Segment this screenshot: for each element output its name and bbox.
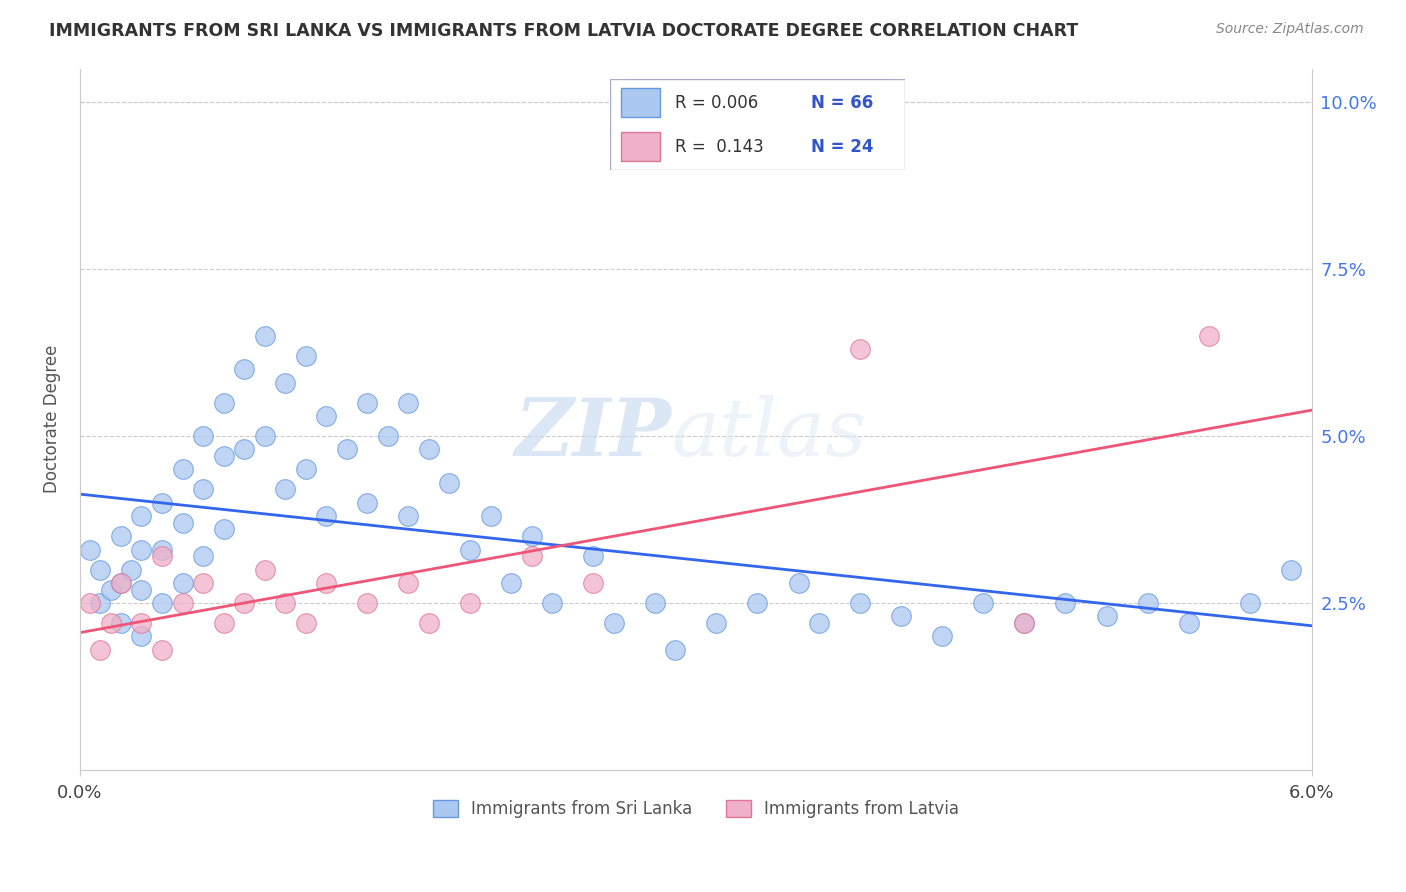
Point <box>1239 596 1261 610</box>
Point <box>1014 615 1036 630</box>
Point <box>808 615 831 630</box>
Point <box>418 615 440 630</box>
Y-axis label: Doctorate Degree: Doctorate Degree <box>44 345 60 493</box>
Point <box>315 409 337 423</box>
Point <box>150 549 173 564</box>
Point <box>315 509 337 524</box>
Point <box>541 596 564 610</box>
Point <box>418 442 440 457</box>
Point <box>396 509 419 524</box>
Point <box>315 576 337 591</box>
Point <box>253 563 276 577</box>
Text: IMMIGRANTS FROM SRI LANKA VS IMMIGRANTS FROM LATVIA DOCTORATE DEGREE CORRELATION: IMMIGRANTS FROM SRI LANKA VS IMMIGRANTS … <box>49 22 1078 40</box>
Point <box>356 596 378 610</box>
Point <box>356 395 378 409</box>
Point <box>1177 615 1199 630</box>
Point <box>131 615 153 630</box>
Point <box>849 342 872 356</box>
Point <box>664 642 686 657</box>
Point <box>644 596 666 610</box>
Point <box>1279 563 1302 577</box>
Point <box>294 462 316 476</box>
Point <box>212 449 235 463</box>
Point <box>931 629 953 643</box>
Point <box>336 442 359 457</box>
Point <box>89 596 111 610</box>
Point <box>1054 596 1077 610</box>
Point <box>1014 615 1036 630</box>
Point <box>212 395 235 409</box>
Text: ZIP: ZIP <box>515 394 671 472</box>
Point <box>233 442 256 457</box>
Point <box>294 349 316 363</box>
Point <box>253 328 276 343</box>
Text: Source: ZipAtlas.com: Source: ZipAtlas.com <box>1216 22 1364 37</box>
Point <box>396 395 419 409</box>
Legend: Immigrants from Sri Lanka, Immigrants from Latvia: Immigrants from Sri Lanka, Immigrants fr… <box>426 793 966 825</box>
Point <box>582 576 605 591</box>
Point <box>191 549 214 564</box>
Point <box>396 576 419 591</box>
Point <box>110 576 132 591</box>
Point <box>520 549 543 564</box>
Point <box>582 549 605 564</box>
Point <box>131 629 153 643</box>
Point <box>274 483 297 497</box>
Point <box>233 596 256 610</box>
Point <box>1198 328 1220 343</box>
Point <box>110 576 132 591</box>
Point <box>131 542 153 557</box>
Point <box>172 516 194 530</box>
Point <box>89 642 111 657</box>
Point <box>191 576 214 591</box>
Point <box>499 576 522 591</box>
Point <box>1136 596 1159 610</box>
Point <box>172 462 194 476</box>
Point <box>131 509 153 524</box>
Point <box>1095 609 1118 624</box>
Point <box>439 475 461 490</box>
Point <box>89 563 111 577</box>
Point <box>150 542 173 557</box>
Point <box>747 596 769 610</box>
Point <box>458 596 481 610</box>
Point <box>253 429 276 443</box>
Point <box>972 596 994 610</box>
Point <box>520 529 543 543</box>
Point <box>294 615 316 630</box>
Point <box>172 596 194 610</box>
Point <box>603 615 626 630</box>
Point <box>356 496 378 510</box>
Point <box>787 576 810 591</box>
Point <box>849 596 872 610</box>
Point <box>212 615 235 630</box>
Point <box>150 642 173 657</box>
Point <box>274 596 297 610</box>
Point <box>890 609 912 624</box>
Point <box>274 376 297 390</box>
Point <box>150 496 173 510</box>
Point <box>100 615 122 630</box>
Point <box>191 483 214 497</box>
Point <box>706 615 728 630</box>
Point <box>150 596 173 610</box>
Text: atlas: atlas <box>671 394 866 472</box>
Point <box>110 529 132 543</box>
Point <box>377 429 399 443</box>
Point <box>110 615 132 630</box>
Point <box>172 576 194 591</box>
Point <box>79 542 101 557</box>
Point <box>79 596 101 610</box>
Point <box>212 523 235 537</box>
Point <box>120 563 142 577</box>
Point <box>191 429 214 443</box>
Point <box>479 509 502 524</box>
Point <box>458 542 481 557</box>
Point <box>131 582 153 597</box>
Point <box>100 582 122 597</box>
Point <box>233 362 256 376</box>
